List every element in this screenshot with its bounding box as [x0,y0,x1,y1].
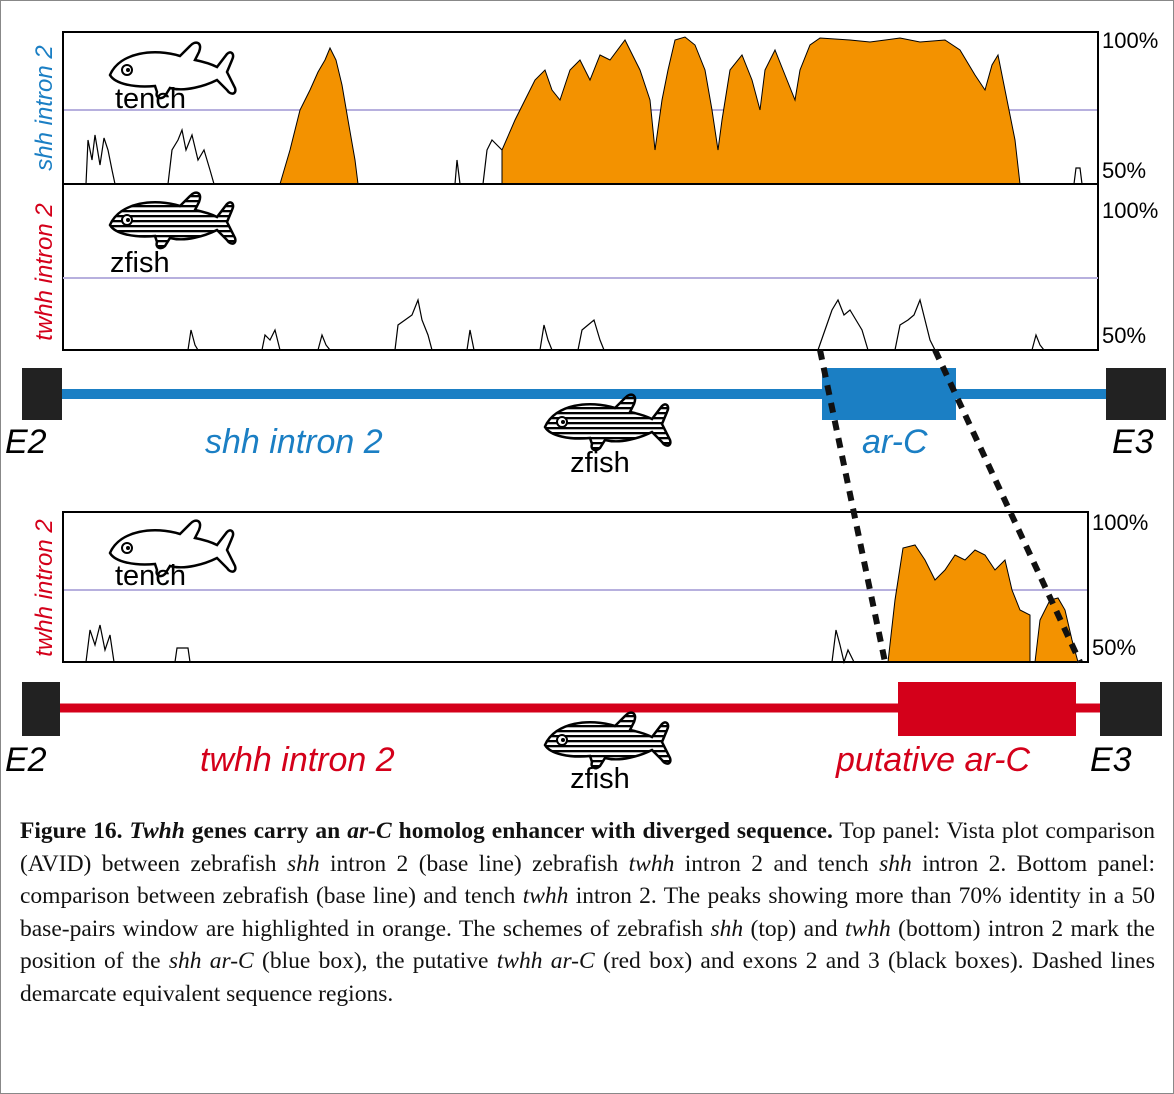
figure: tench zfish shh intron 2 twhh intron 2 1… [0,0,1174,800]
fish-icon [545,395,670,450]
exon-box [1106,368,1166,420]
enhancer-box [898,682,1076,736]
caption-text: twhh ar-C [497,948,595,974]
caption-text: ar-C [347,818,391,844]
track-label: twhh intron 2 [31,203,58,340]
exon-box [22,368,62,420]
caption-text: intron 2 (base line) zebrafish [320,851,629,877]
caption-text: homolog enhancer with diverged sequence. [392,818,833,844]
min-label: 50% [1092,635,1136,660]
max-label: 100% [1102,198,1158,223]
conserved-peak [888,545,1030,662]
exon-label: E3 [1090,741,1132,779]
fish-icon [110,193,235,248]
caption-text: shh [879,851,912,877]
caption-text: Figure 16. [20,818,130,844]
enhancer-box [822,368,956,420]
caption-text: twhh [845,916,891,942]
exon-label: E2 [5,741,47,779]
max-label: 100% [1092,510,1148,535]
exon-box [22,682,60,736]
page: tench zfish shh intron 2 twhh intron 2 1… [0,0,1174,1094]
species-label: tench [115,560,186,592]
intron-label: twhh intron 2 [200,741,395,779]
track-label: shh intron 2 [31,45,58,170]
max-label: 100% [1102,28,1158,53]
caption-text: Twhh [130,818,185,844]
conserved-peak [502,37,1020,184]
min-label: 50% [1102,158,1146,183]
caption-text: shh [710,916,743,942]
caption: Figure 16. Twhh genes carry an ar-C homo… [20,815,1155,1010]
caption-text: twhh [629,851,675,877]
caption-text: genes carry an [185,818,347,844]
fish-icon [545,713,670,768]
min-label: 50% [1102,323,1146,348]
species-label: zfish [570,447,630,479]
track-label: twhh intron 2 [31,519,58,656]
conserved-peak [1035,598,1078,662]
element-label: ar-C [862,423,928,461]
conserved-peak [280,48,358,184]
intron-label: shh intron 2 [205,423,383,461]
caption-text: shh [287,851,320,877]
identity-curve [63,300,1098,350]
exon-box [1100,682,1162,736]
species-label: zfish [570,763,630,795]
species-label: tench [115,83,186,115]
exon-label: E2 [5,423,47,461]
caption-text: (top) and [743,916,845,942]
caption-text: intron 2 and tench [674,851,879,877]
species-label: zfish [110,247,170,279]
element-label: putative ar-C [835,741,1030,779]
caption-text: twhh [523,883,569,909]
exon-label: E3 [1112,423,1154,461]
identity-curve [63,625,854,662]
caption-text: (blue box), the putative [254,948,497,974]
caption-text: shh ar-C [169,948,254,974]
